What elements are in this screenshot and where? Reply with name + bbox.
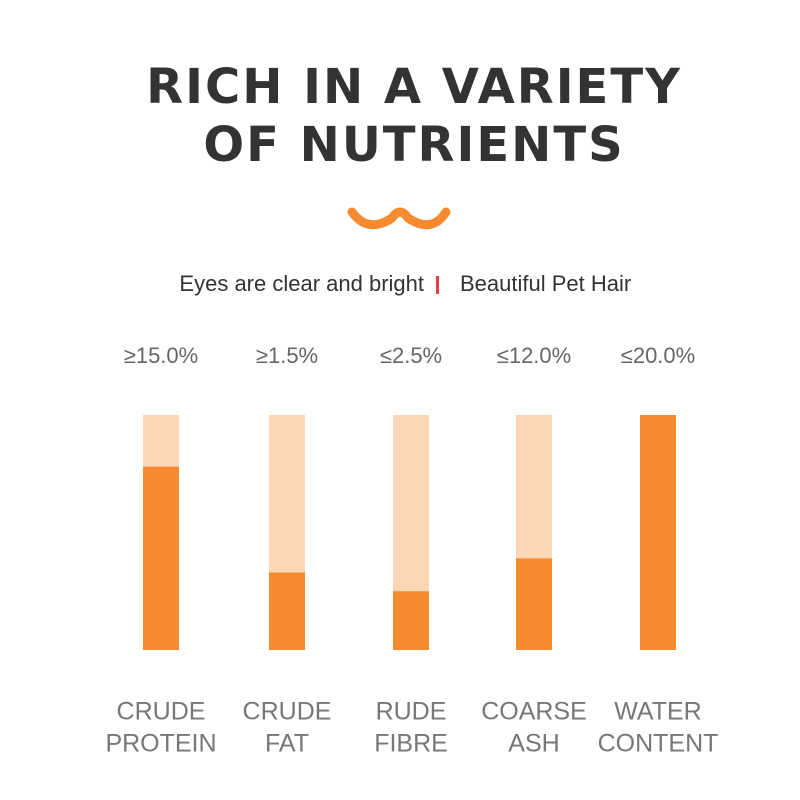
mustache-icon: [347, 207, 451, 230]
nutrient-label: CONTENT: [598, 730, 719, 758]
bar-fill: [393, 591, 429, 650]
subtitle-right: Beautiful Pet Hair: [460, 271, 631, 296]
nutrient-label: ASH: [508, 730, 559, 758]
bar-fill: [640, 415, 676, 650]
bar-fill: [143, 466, 179, 650]
nutrient-label: CRUDE: [117, 698, 206, 726]
title-line: OF NUTRIENTS: [203, 117, 624, 173]
amount-label: ≤12.0%: [497, 343, 571, 368]
nutrient-label: WATER: [614, 698, 702, 726]
subtitle-left: Eyes are clear and bright: [179, 271, 424, 296]
nutrient-label: PROTEIN: [105, 730, 216, 758]
nutrient-label: CRUDE: [243, 698, 332, 726]
amount-label: ≤20.0%: [621, 343, 695, 368]
amount-label: ≥15.0%: [124, 343, 198, 368]
nutrient-label: FIBRE: [374, 730, 448, 758]
amount-label: ≥1.5%: [256, 343, 318, 368]
bar-fill: [516, 558, 552, 650]
nutrient-label: RUDE: [376, 698, 447, 726]
separator: [436, 276, 439, 294]
amount-label: ≤2.5%: [380, 343, 442, 368]
nutrient-label: COARSE: [481, 698, 587, 726]
nutrient-label: FAT: [265, 730, 309, 758]
title-line: RICH IN A VARIETY: [146, 59, 682, 115]
bar-fill: [269, 572, 305, 650]
